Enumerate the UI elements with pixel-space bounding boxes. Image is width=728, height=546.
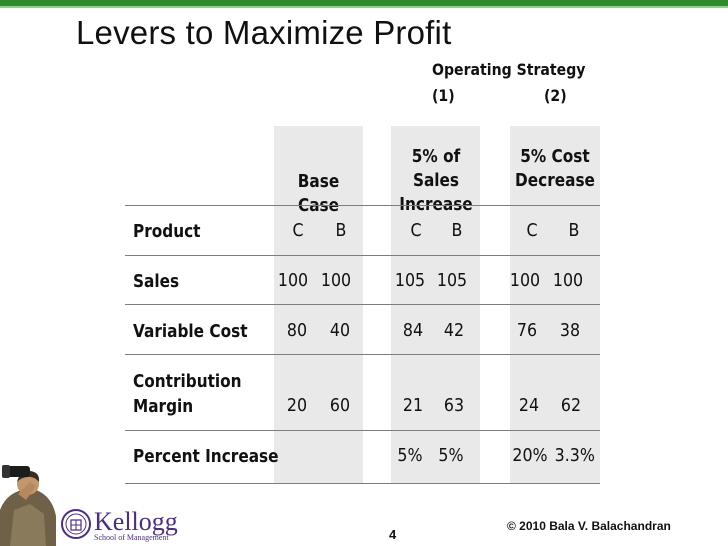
table-cell: 3.3%: [554, 445, 595, 466]
table-cell: 20%: [512, 445, 548, 466]
table-cell: 5%: [438, 445, 464, 466]
table-cell: 21: [402, 395, 424, 416]
table-cell: 5%: [397, 445, 423, 466]
table-cell: 100: [509, 270, 541, 291]
copyright-text: © 2010 Bala V. Balachandran: [507, 519, 671, 533]
table-cell: 62: [560, 395, 582, 416]
group-header-line1: Base Case: [297, 171, 340, 216]
table-rule: [125, 255, 600, 256]
table-rule: [125, 354, 600, 355]
table-cell: 100: [277, 270, 309, 291]
table-cell: B: [335, 220, 347, 241]
table-cell: 60: [329, 395, 351, 416]
group-header-line1: 5% Cost: [520, 146, 590, 167]
strategy-col2-label: (2): [544, 86, 567, 105]
strategy-col1-label: (1): [432, 86, 455, 105]
column-bg-base-case: [274, 126, 363, 484]
group-header-line2: Increase: [399, 194, 473, 215]
table-cell: 24: [518, 395, 540, 416]
group-header-base-case: Base Case: [281, 170, 357, 218]
operating-strategy-label: Operating Strategy: [432, 60, 586, 79]
row-label-sales: Sales: [133, 271, 180, 292]
table-cell: 38: [559, 320, 581, 341]
table-rule: [125, 483, 600, 484]
table-rule: [125, 205, 600, 206]
logo-wordmark: Kellogg: [94, 507, 178, 536]
table-cell: 63: [443, 395, 465, 416]
table-rule: [125, 430, 600, 431]
table-cell: 105: [436, 270, 468, 291]
logo-subtitle: School of Management: [94, 533, 169, 542]
table-cell: 40: [329, 320, 351, 341]
column-bg-sales-increase: [391, 126, 480, 484]
table-cell: 105: [394, 270, 426, 291]
kellogg-logo: Kellogg School of Management: [61, 507, 178, 542]
table-cell: B: [451, 220, 463, 241]
top-accent-bar: [0, 0, 728, 6]
group-header-line1: 5% of Sales: [411, 146, 461, 191]
group-header-sales-increase: 5% of Sales Increase: [394, 145, 479, 217]
table-cell: 76: [516, 320, 538, 341]
table-rule: [125, 304, 600, 305]
row-label-variable-cost: Variable Cost: [133, 321, 248, 342]
page-number: 4: [389, 527, 397, 542]
row-label-line: Margin: [133, 396, 194, 417]
table-cell: 42: [443, 320, 465, 341]
table-cell: 84: [402, 320, 424, 341]
table-cell: 100: [320, 270, 352, 291]
table-cell: C: [292, 220, 304, 241]
table-cell: 80: [286, 320, 308, 341]
table-cell: C: [410, 220, 422, 241]
row-label-contribution-margin: Contribution Margin: [133, 369, 242, 419]
top-accent-line: [0, 6, 728, 8]
row-label-product: Product: [133, 221, 201, 242]
person-binoculars-icon: [0, 465, 56, 546]
column-bg-cost-decrease: [510, 126, 600, 484]
group-header-line2: Decrease: [515, 170, 595, 191]
row-label-line: Contribution: [133, 371, 242, 392]
table-cell: B: [568, 220, 580, 241]
slide-title: Levers to Maximize Profit: [76, 14, 452, 51]
row-label-percent-increase: Percent Increase: [133, 446, 279, 467]
group-header-cost-decrease: 5% Cost Decrease: [513, 145, 598, 193]
table-cell: 100: [552, 270, 584, 291]
table-cell: C: [526, 220, 538, 241]
table-cell: 20: [286, 395, 308, 416]
